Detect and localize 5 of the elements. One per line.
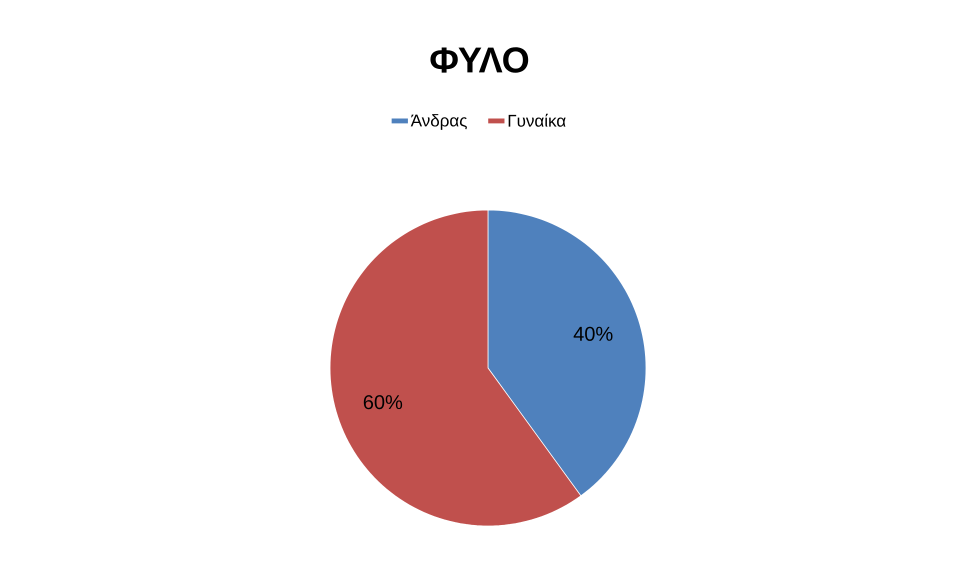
data-label: 60% bbox=[364, 395, 402, 410]
chart-title: ΦΥΛΟ bbox=[430, 47, 528, 73]
data-label: 40% bbox=[574, 326, 612, 341]
legend-label: Άνδρας bbox=[410, 114, 467, 130]
legend-label: Γυναίκα bbox=[508, 114, 566, 127]
